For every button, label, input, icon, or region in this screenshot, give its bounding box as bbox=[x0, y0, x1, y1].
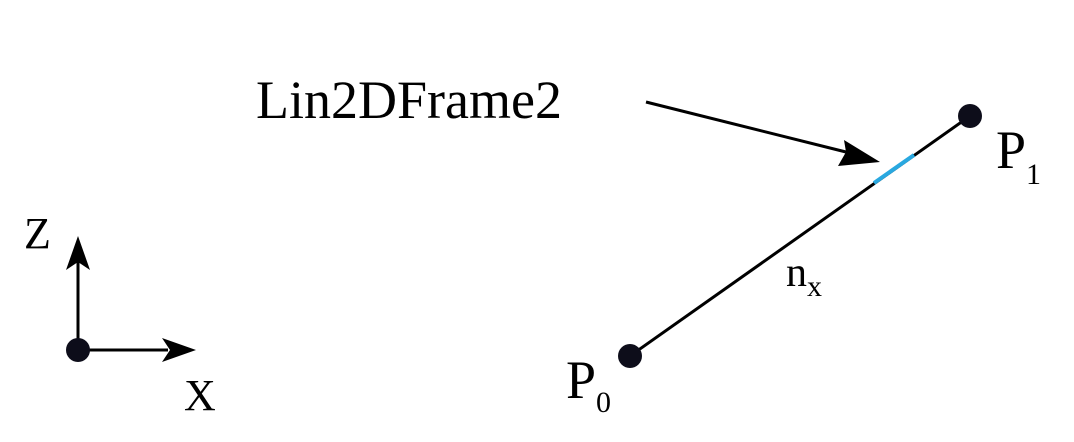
node-p1-base: P bbox=[996, 120, 1026, 180]
x-axis-arrowhead bbox=[162, 338, 196, 362]
node-p0 bbox=[618, 344, 642, 368]
node-p1-sub: 1 bbox=[1026, 158, 1041, 191]
node-p0-sub: 0 bbox=[596, 386, 611, 419]
node-p1 bbox=[958, 104, 982, 128]
node-p1-label: P1 bbox=[996, 120, 1041, 191]
element-line bbox=[629, 114, 971, 358]
element-callout: Lin2DFrame2 bbox=[256, 70, 880, 166]
member-axis-base: n bbox=[786, 250, 807, 296]
node-p0-base: P bbox=[566, 350, 596, 410]
z-axis-arrowhead bbox=[66, 236, 90, 270]
z-axis-label: Z bbox=[24, 209, 51, 258]
element-highlight-segment bbox=[872, 153, 916, 185]
member-axis-label: nx bbox=[786, 250, 822, 303]
node-p0-label: P0 bbox=[566, 350, 611, 419]
x-axis-label: X bbox=[184, 371, 216, 420]
callout-arrow-line bbox=[645, 100, 847, 154]
frame-element bbox=[618, 104, 982, 368]
callout-arrowhead bbox=[838, 140, 880, 166]
origin-node bbox=[66, 338, 90, 362]
global-axes: Z X bbox=[24, 209, 216, 420]
member-axis-sub: x bbox=[807, 270, 822, 303]
element-label: Lin2DFrame2 bbox=[256, 70, 562, 130]
